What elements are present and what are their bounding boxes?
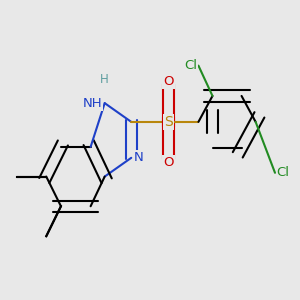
Text: H: H <box>100 73 109 86</box>
Text: O: O <box>164 74 174 88</box>
Text: S: S <box>164 115 173 129</box>
Text: Cl: Cl <box>184 59 197 72</box>
Text: NH: NH <box>82 97 102 110</box>
Text: Cl: Cl <box>277 166 290 179</box>
Text: N: N <box>134 151 143 164</box>
Text: O: O <box>164 156 174 169</box>
